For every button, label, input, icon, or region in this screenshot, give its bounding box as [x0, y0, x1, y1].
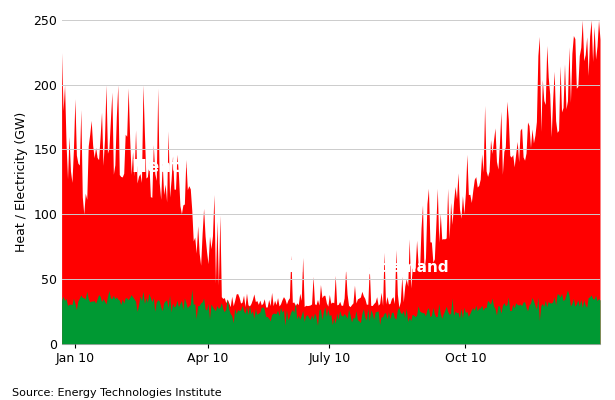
Text: Source: Energy Technologies Institute: Source: Energy Technologies Institute: [12, 388, 222, 398]
Y-axis label: Heat / Electricity (GW): Heat / Electricity (GW): [15, 112, 28, 252]
Text: Heat demand: Heat demand: [132, 158, 267, 176]
Text: Electricity demand: Electricity demand: [288, 260, 448, 276]
